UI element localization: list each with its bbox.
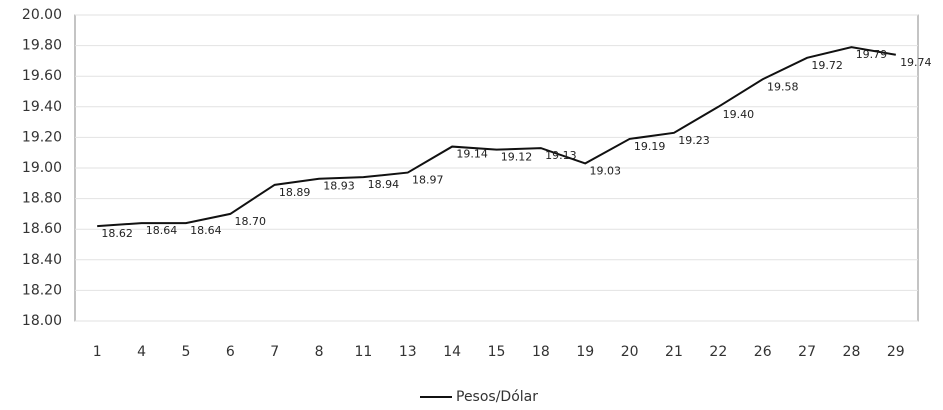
- y-tick-label: 19.60: [22, 68, 62, 84]
- x-tick-label: 6: [226, 344, 235, 360]
- data-label: 18.64: [190, 224, 222, 237]
- x-tick-label: 15: [488, 344, 506, 360]
- x-tick-label: 1: [93, 344, 102, 360]
- x-tick-label: 27: [798, 344, 816, 360]
- data-label: 19.72: [811, 59, 843, 72]
- y-tick-label: 18.00: [22, 313, 62, 329]
- data-label: 18.97: [412, 174, 444, 187]
- data-label: 19.03: [589, 164, 621, 177]
- y-tick-label: 18.80: [22, 191, 62, 207]
- y-tick-label: 18.60: [22, 221, 62, 237]
- data-label: 19.23: [678, 134, 710, 147]
- y-tick-label: 19.80: [22, 38, 62, 54]
- x-tick-label: 19: [576, 344, 594, 360]
- y-tick-label: 19.40: [22, 99, 62, 115]
- x-tick-label: 22: [709, 344, 727, 360]
- data-label: 18.93: [323, 180, 355, 193]
- x-tick-label: 14: [443, 344, 461, 360]
- y-tick-label: 19.00: [22, 160, 62, 176]
- x-tick-label: 13: [399, 344, 417, 360]
- data-label: 18.89: [279, 186, 311, 199]
- legend-label: Pesos/Dólar: [456, 389, 538, 405]
- data-label: 19.74: [900, 56, 932, 69]
- line: [97, 46, 896, 228]
- x-tick-label: 26: [754, 344, 772, 360]
- x-tick-label: 28: [843, 344, 861, 360]
- data-label: 18.94: [368, 178, 400, 191]
- y-tick-label: 18.40: [22, 252, 62, 268]
- x-tick-label: 7: [270, 344, 279, 360]
- data-label: 18.70: [235, 215, 267, 228]
- x-tick-label: 4: [137, 344, 146, 360]
- data-label: 18.62: [101, 227, 133, 240]
- data-label: 19.12: [501, 151, 533, 164]
- x-tick-label: 21: [665, 344, 683, 360]
- data-label: 19.58: [767, 80, 799, 93]
- x-tick-label: 20: [621, 344, 639, 360]
- y-tick-label: 19.20: [22, 129, 62, 145]
- data-label: 19.40: [723, 108, 755, 121]
- data-label: 19.79: [856, 48, 888, 61]
- data-label: 18.64: [146, 224, 178, 237]
- data-label: 19.19: [634, 140, 666, 153]
- x-tick-label: 5: [181, 344, 190, 360]
- x-tick-label: 29: [887, 344, 905, 360]
- data-label: 19.14: [456, 148, 488, 161]
- x-tick-label: 8: [315, 344, 324, 360]
- x-tick-label: 11: [354, 344, 372, 360]
- y-tick-label: 20.00: [22, 7, 62, 23]
- y-tick-label: 18.20: [22, 282, 62, 298]
- x-tick-label: 18: [532, 344, 550, 360]
- data-label: 19.13: [545, 149, 577, 162]
